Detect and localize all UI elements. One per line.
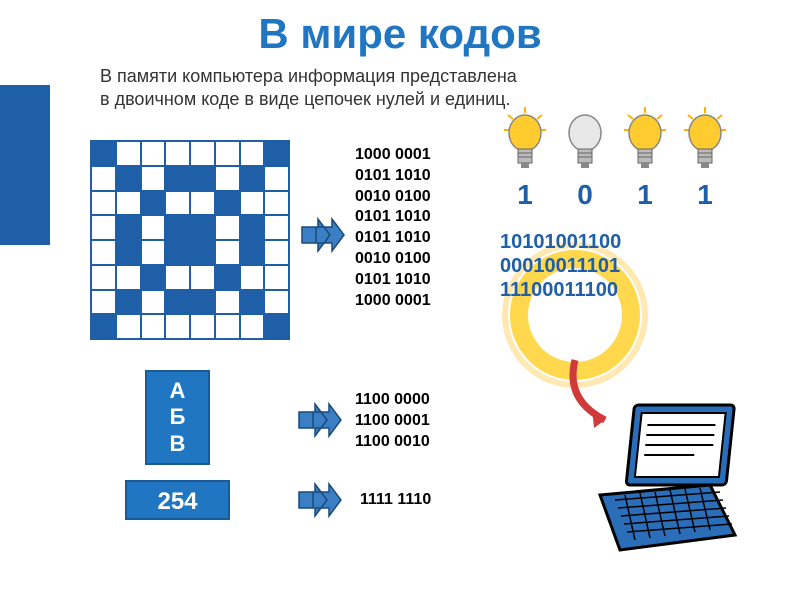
grid-cell	[92, 241, 115, 264]
bulb-digit: 0	[577, 179, 593, 211]
binary-ring-text: 10101001100 00010011101 11100011100	[500, 230, 621, 302]
grid-cell	[142, 167, 165, 190]
grid-cell	[241, 241, 264, 264]
grid-cell	[166, 192, 189, 215]
bulb-digit: 1	[637, 179, 653, 211]
grid-cell	[191, 291, 214, 314]
grid-cell	[117, 167, 140, 190]
arrow-letters	[297, 400, 345, 445]
grid-cell	[142, 192, 165, 215]
grid-cell	[191, 216, 214, 239]
grid-cell	[142, 142, 165, 165]
grid-cell	[216, 167, 239, 190]
grid-cell	[265, 167, 288, 190]
grid-cell	[216, 216, 239, 239]
grid-cell	[92, 291, 115, 314]
letter: Б	[147, 404, 208, 430]
bulb-on-icon: 1	[500, 105, 550, 211]
grid-cell	[117, 192, 140, 215]
grid-cell	[191, 142, 214, 165]
grid-cell	[265, 142, 288, 165]
grid-cell	[191, 192, 214, 215]
grid-cell	[142, 241, 165, 264]
grid-cell	[117, 266, 140, 289]
grid-cell	[216, 142, 239, 165]
subtitle: В памяти компьютера информация представл…	[100, 65, 517, 112]
grid-cell	[92, 266, 115, 289]
grid-cell	[191, 266, 214, 289]
grid-cell	[241, 315, 264, 338]
grid-cell	[191, 241, 214, 264]
grid-cell	[142, 266, 165, 289]
grid-cell	[166, 142, 189, 165]
grid-cell	[191, 167, 214, 190]
grid-cell	[166, 315, 189, 338]
grid-cell	[117, 291, 140, 314]
grid-cell	[265, 266, 288, 289]
grid-cell	[241, 216, 264, 239]
letter: В	[147, 431, 208, 457]
grid-cell	[216, 315, 239, 338]
grid-cell	[92, 167, 115, 190]
sidebar-stripe	[0, 85, 50, 245]
laptop-icon	[580, 400, 750, 565]
grid-cell	[117, 241, 140, 264]
arrow-pattern	[300, 215, 348, 260]
grid-cell	[241, 167, 264, 190]
grid-cell	[241, 291, 264, 314]
page-title: В мире кодов	[0, 10, 800, 58]
grid-cell	[166, 241, 189, 264]
grid-cell	[117, 216, 140, 239]
grid-cell	[166, 291, 189, 314]
grid-cell	[166, 266, 189, 289]
binary-pattern-text: 1000 0001 0101 1010 0010 0100 0101 1010 …	[355, 145, 431, 311]
grid-cell	[92, 192, 115, 215]
grid-cell	[265, 315, 288, 338]
grid-cell	[166, 216, 189, 239]
number-box: 254	[125, 480, 230, 520]
binary-letters-text: 1100 0000 1100 0001 1100 0010	[355, 390, 430, 452]
grid-cell	[241, 266, 264, 289]
binary-pattern-grid	[90, 140, 290, 340]
letter: А	[147, 378, 208, 404]
grid-cell	[92, 142, 115, 165]
binary-number-text: 1111 1110	[360, 490, 431, 511]
grid-cell	[191, 315, 214, 338]
grid-cell	[117, 315, 140, 338]
grid-cell	[117, 142, 140, 165]
grid-cell	[241, 142, 264, 165]
bulb-off-icon: 0	[560, 105, 610, 211]
bulb-digit: 1	[517, 179, 533, 211]
grid-cell	[142, 216, 165, 239]
bulb-on-icon: 1	[620, 105, 670, 211]
grid-cell	[265, 192, 288, 215]
bulbs-row: 1011	[500, 105, 750, 205]
grid-cell	[142, 291, 165, 314]
grid-cell	[265, 241, 288, 264]
grid-cell	[216, 266, 239, 289]
grid-cell	[216, 291, 239, 314]
grid-cell	[216, 241, 239, 264]
grid-cell	[241, 192, 264, 215]
bulb-digit: 1	[697, 179, 713, 211]
grid-cell	[216, 192, 239, 215]
grid-cell	[265, 216, 288, 239]
grid-cell	[142, 315, 165, 338]
arrow-number	[297, 480, 345, 525]
grid-cell	[92, 216, 115, 239]
grid-cell	[92, 315, 115, 338]
grid-cell	[166, 167, 189, 190]
bulb-on-icon: 1	[680, 105, 730, 211]
grid-cell	[265, 291, 288, 314]
letters-box: АБВ	[145, 370, 210, 465]
